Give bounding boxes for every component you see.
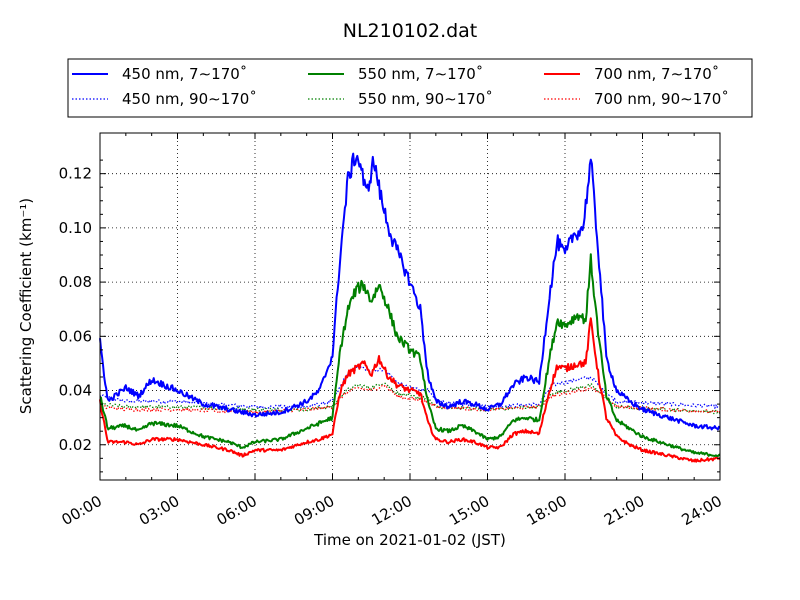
series-line	[99, 253, 721, 457]
series-line	[99, 364, 721, 410]
series-line	[99, 152, 721, 431]
x-tick-label: 03:00	[136, 492, 182, 529]
plot-area: 00:00 03:00 06:00 09:00 12:00 15:00 18:00 21:00…	[59, 132, 725, 529]
x-tick-label: 09:00	[291, 492, 337, 529]
legend-box	[67, 58, 753, 118]
y-tick-label: 0.12	[59, 165, 92, 183]
y-tick-label: 0.02	[59, 436, 92, 454]
legend-label: 450 nm, 90∼170˚	[122, 90, 257, 108]
x-tick-label: 15:00	[446, 492, 492, 529]
y-tick-label: 0.06	[59, 327, 92, 345]
series-line	[99, 384, 721, 415]
series-line	[99, 317, 721, 463]
x-tick-label: 18:00	[524, 492, 570, 529]
x-tick-label: 21:00	[601, 492, 647, 529]
y-tick-label: 0.04	[59, 382, 92, 400]
chart-title: NL210102.dat	[343, 20, 478, 42]
y-tick-label: 0.10	[59, 219, 92, 237]
x-tick-label: 06:00	[214, 492, 260, 529]
x-axis-label: Time on 2021-01-02 (JST)	[313, 531, 506, 549]
y-tick-label: 0.08	[59, 273, 92, 291]
x-tick-label: 24:00	[679, 492, 725, 529]
legend-label: 700 nm, 7∼170˚	[594, 65, 719, 83]
x-tick-label: 12:00	[369, 492, 415, 529]
legend: 450 nm, 7∼170˚ 550 nm, 7∼170˚ 700 nm, 7∼17…	[67, 58, 753, 118]
x-tick-label: 00:00	[59, 492, 105, 529]
legend-label: 700 nm, 90∼170˚	[594, 90, 729, 108]
series-line	[99, 382, 721, 415]
legend-label: 550 nm, 90∼170˚	[358, 90, 493, 108]
legend-label: 550 nm, 7∼170˚	[358, 65, 483, 83]
legend-label: 450 nm, 7∼170˚	[122, 65, 247, 83]
y-axis-label: Scattering Coefficient (km⁻¹)	[17, 198, 35, 414]
